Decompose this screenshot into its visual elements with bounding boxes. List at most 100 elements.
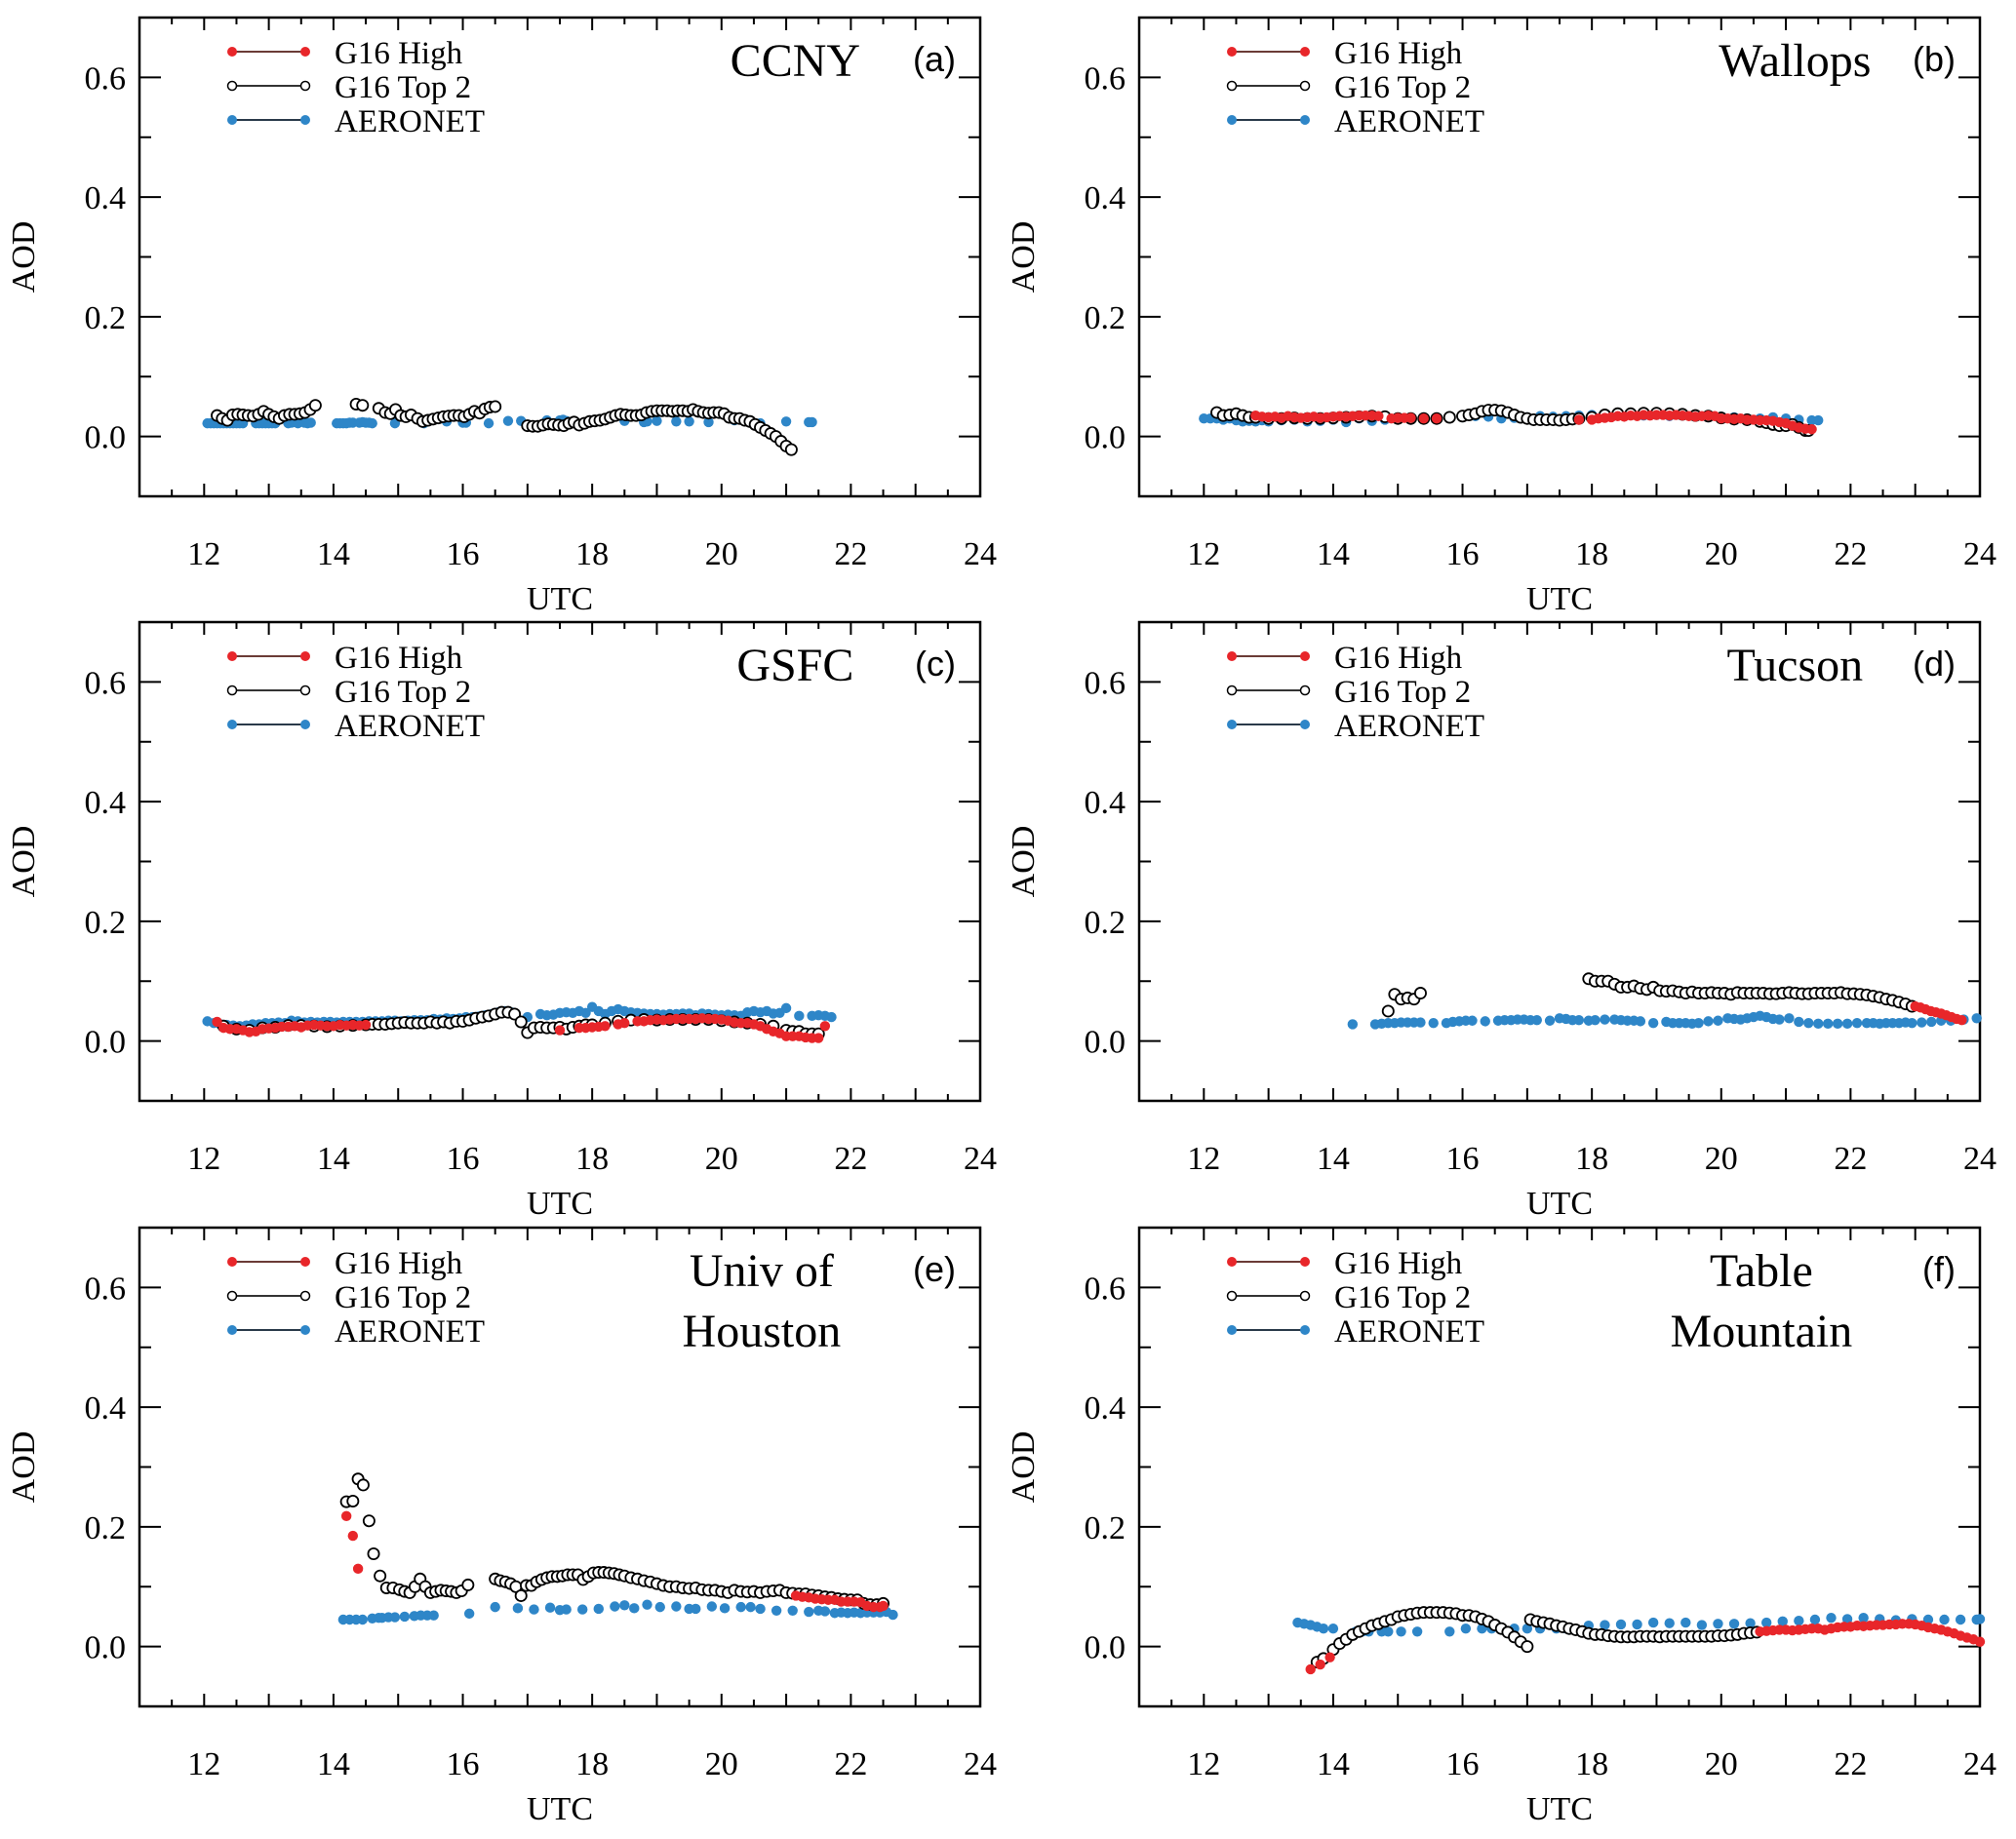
data-point — [807, 416, 817, 428]
x-tick-label: 12 — [1187, 1141, 1220, 1177]
legend-label: G16 High — [335, 1246, 463, 1281]
data-point — [1794, 1016, 1804, 1028]
data-point — [362, 1514, 376, 1528]
data-point — [554, 1025, 566, 1036]
legend-marker — [1227, 651, 1237, 661]
data-point — [1615, 1619, 1627, 1630]
data-point — [1822, 1018, 1834, 1030]
legend-marker — [227, 1325, 237, 1335]
site-name: Wallops — [1719, 35, 1871, 87]
data-point — [1907, 1018, 1917, 1029]
data-point — [512, 1603, 524, 1614]
x-axis-label: UTC — [527, 1186, 593, 1222]
y-axis-label: AOD — [6, 826, 42, 898]
y-axis-ticks — [139, 1227, 980, 1707]
legend-label: AERONET — [1334, 709, 1484, 744]
legend-marker — [300, 47, 310, 57]
data-point — [787, 1605, 798, 1617]
series-g16-high — [1910, 1000, 1967, 1026]
data-point — [340, 1510, 352, 1522]
site-name: Houston — [683, 1306, 842, 1357]
legend-label: G16 High — [335, 641, 463, 676]
legend-marker — [226, 685, 238, 696]
data-point — [819, 1021, 831, 1032]
data-point — [360, 1019, 372, 1031]
data-point — [1373, 411, 1384, 421]
data-point — [1841, 1614, 1853, 1624]
plot-frame — [1137, 620, 1982, 1103]
site-name: Univ of — [690, 1245, 834, 1297]
legend-marker — [1226, 685, 1238, 696]
x-tick-label: 14 — [317, 1141, 350, 1177]
data-point — [780, 416, 792, 427]
data-point — [352, 1563, 364, 1575]
x-tick-label: 14 — [317, 536, 350, 572]
data-point — [1647, 1018, 1659, 1029]
y-tick-label: 0.4 — [85, 785, 127, 821]
y-axis-ticks — [139, 17, 980, 497]
x-axis-label: UTC — [527, 581, 593, 617]
data-point — [755, 1603, 766, 1615]
data-point — [399, 1611, 411, 1623]
x-tick-label: 24 — [1963, 1141, 1996, 1177]
data-point — [1803, 1018, 1814, 1029]
data-point — [691, 1603, 701, 1615]
x-axis-ticks — [138, 1228, 981, 1706]
legend-label: G16 Top 2 — [335, 675, 471, 710]
data-point — [1315, 1659, 1325, 1670]
data-point — [580, 1007, 591, 1018]
data-point — [1926, 1016, 1937, 1028]
data-point — [593, 1603, 604, 1615]
series-g16-high — [212, 1013, 831, 1043]
data-point — [1635, 1016, 1646, 1027]
data-point — [428, 1610, 439, 1621]
data-point — [1858, 1612, 1869, 1624]
y-tick-label: 0.2 — [1085, 905, 1127, 941]
y-tick-label: 0.0 — [85, 1025, 127, 1061]
series-aeronet — [1292, 1612, 1986, 1637]
data-point — [1431, 413, 1443, 424]
data-point — [1784, 1013, 1795, 1024]
x-tick-label: 22 — [834, 1141, 867, 1177]
x-tick-label: 12 — [1187, 536, 1220, 572]
x-tick-label: 20 — [705, 1746, 738, 1782]
data-point — [1544, 1015, 1556, 1026]
data-point — [629, 1603, 640, 1614]
legend-label: G16 Top 2 — [1334, 70, 1471, 105]
legend-marker — [227, 115, 237, 125]
data-point — [600, 1021, 611, 1032]
legend-marker — [1300, 1257, 1310, 1267]
data-point — [1806, 424, 1817, 435]
data-point — [1917, 1017, 1927, 1028]
x-tick-label: 12 — [187, 1141, 220, 1177]
data-point — [463, 1608, 475, 1620]
data-point — [1774, 1014, 1785, 1025]
y-tick-label: 0.0 — [1085, 1025, 1127, 1061]
legend-label: AERONET — [335, 709, 485, 744]
data-point — [888, 1609, 898, 1621]
x-axis-ticks — [1138, 622, 1981, 1101]
x-axis-label: UTC — [1526, 1186, 1593, 1222]
data-point — [671, 1601, 682, 1612]
data-point — [305, 417, 316, 428]
data-point — [374, 1569, 387, 1583]
data-point — [1703, 1016, 1714, 1027]
data-point — [1521, 1640, 1534, 1654]
data-point — [1318, 1624, 1329, 1634]
data-point — [780, 1002, 792, 1014]
y-axis-ticks — [139, 621, 980, 1102]
data-point — [308, 399, 322, 412]
data-point — [719, 1603, 731, 1614]
legend-label: AERONET — [335, 104, 485, 139]
y-tick-label: 0.6 — [1085, 1271, 1127, 1307]
x-tick-label: 16 — [1446, 1746, 1480, 1782]
x-tick-label: 22 — [834, 536, 867, 572]
legend-marker — [1227, 720, 1237, 729]
y-axis-label: AOD — [1006, 826, 1042, 898]
legend-marker — [1300, 720, 1310, 729]
data-point — [652, 415, 662, 426]
